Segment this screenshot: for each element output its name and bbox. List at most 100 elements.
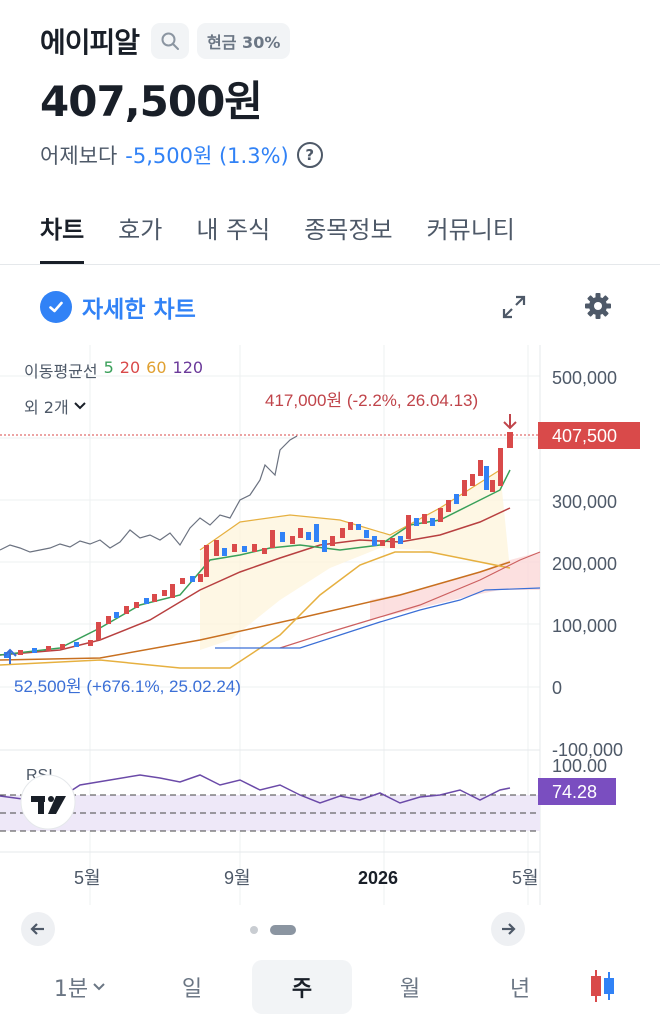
change-label: 어제보다 [40,144,118,168]
next-button[interactable] [491,912,525,946]
comparison-line [0,435,298,553]
tab-orderbook[interactable]: 호가 [118,216,163,244]
ma-5-line [0,469,511,656]
high-annotation: 417,000원 (-2.2%, 26.04.13) [265,391,478,410]
tab-my-stock[interactable]: 내 주식 [196,216,271,244]
candle [96,622,101,640]
candle [330,536,335,546]
candle [298,528,303,538]
current-price: 407,500원 [40,77,263,126]
ma-60-line [0,551,511,669]
ma-legend-120: 120 [172,358,204,377]
x-tick-label: 2026 [358,868,398,888]
search-button[interactable] [151,23,190,59]
expand-icon[interactable] [500,293,528,321]
page-dot-active[interactable] [270,925,296,935]
candle [498,448,503,486]
high-arrow-icon [503,414,517,430]
rsi-value-label: 74.28 [552,782,597,802]
candlestick-type-icon[interactable] [588,968,618,1004]
tab-chart[interactable]: 차트 [40,208,85,264]
candle [222,548,227,556]
candle [198,574,203,582]
candle [60,644,65,649]
y-tick-label: 500,000 [552,368,617,388]
candle [204,545,209,577]
period-1min[interactable]: 1분 [40,960,120,1014]
page-dot[interactable] [250,926,258,934]
candle [454,494,459,504]
candle [46,646,51,651]
tab-community[interactable]: 커뮤니티 [426,216,515,244]
candle [470,474,475,486]
y-tick-label: 100,000 [552,616,617,636]
chevron-down-icon [74,402,86,410]
candle [348,522,353,530]
candle [32,648,37,653]
candle [180,578,185,584]
period-month[interactable]: 월 [399,977,421,1002]
ma-legend-5: 5 [103,358,114,377]
candle [398,536,403,544]
candle [232,544,237,552]
candle [18,650,23,655]
help-icon[interactable]: ? [296,142,323,168]
ma-legend[interactable]: 이동평균선 5 20 60 120 [24,358,203,382]
candle [406,515,411,539]
candle [144,598,149,604]
prev-button[interactable] [21,912,55,946]
search-icon [161,32,180,50]
candle [306,532,311,540]
candle [88,640,93,646]
detail-chart-toggle[interactable]: 자세한 차트 [40,290,196,324]
period-year[interactable]: 년 [509,977,531,1002]
candle [507,432,513,448]
price-change-row: 어제보다 -5,500원 (1.3%) ? [40,140,323,170]
tab-stock-info[interactable]: 종목정보 [304,216,393,244]
period-day[interactable]: 일 [181,977,203,1002]
tabs-divider [0,264,660,265]
arrow-left-icon [30,923,44,935]
candle [490,480,495,492]
period-1min-label: 1분 [53,977,89,1002]
more-indicators-toggle[interactable]: 외 2개 [24,394,87,418]
stock-tabs: 차트 호가 내 주식 종목정보 커뮤니티 [40,208,660,264]
x-tick-label: 5월 [74,868,101,888]
candle [134,602,139,608]
candle [372,536,377,546]
stock-name: 에이피알 [40,26,140,59]
candle [280,532,285,542]
ma-legend-60: 60 [146,358,167,377]
candle [290,536,295,544]
cash-badge[interactable]: 현금 30% [197,23,291,59]
rsi-line [0,774,511,804]
candle [314,524,319,542]
period-week[interactable]: 주 [252,960,352,1014]
x-tick-label: 9월 [224,868,251,888]
current-price-tag-label: 407,500 [552,426,617,446]
low-annotation: 52,500원 (+676.1%, 25.02.24) [14,677,241,696]
candle [152,594,157,602]
candle [190,576,195,582]
candle [430,518,435,526]
more-indicators-label: 외 2개 [24,398,69,417]
rsi-axis-label: 100.00 [552,756,607,776]
candle [478,460,483,476]
y-tick-label: 0 [552,678,562,698]
x-tick-label: 5월 [512,868,539,888]
candle [162,590,167,596]
gear-icon[interactable] [583,291,613,321]
candle [270,530,275,548]
arrow-right-icon [502,923,516,935]
ma-120-line [0,561,511,661]
chevron-down-icon [93,983,105,991]
candle [106,616,111,624]
candle [114,612,119,618]
candle [446,500,451,512]
stock-header: 에이피알 현금 30% [40,22,291,60]
price-chart[interactable]: 417,000원 (-2.2%, 26.04.13) 52,500원 (+676… [0,345,660,905]
candle [214,540,219,556]
ma-legend-title: 이동평균선 [24,362,98,381]
low-arrow-icon [3,648,17,664]
candle [462,480,467,496]
